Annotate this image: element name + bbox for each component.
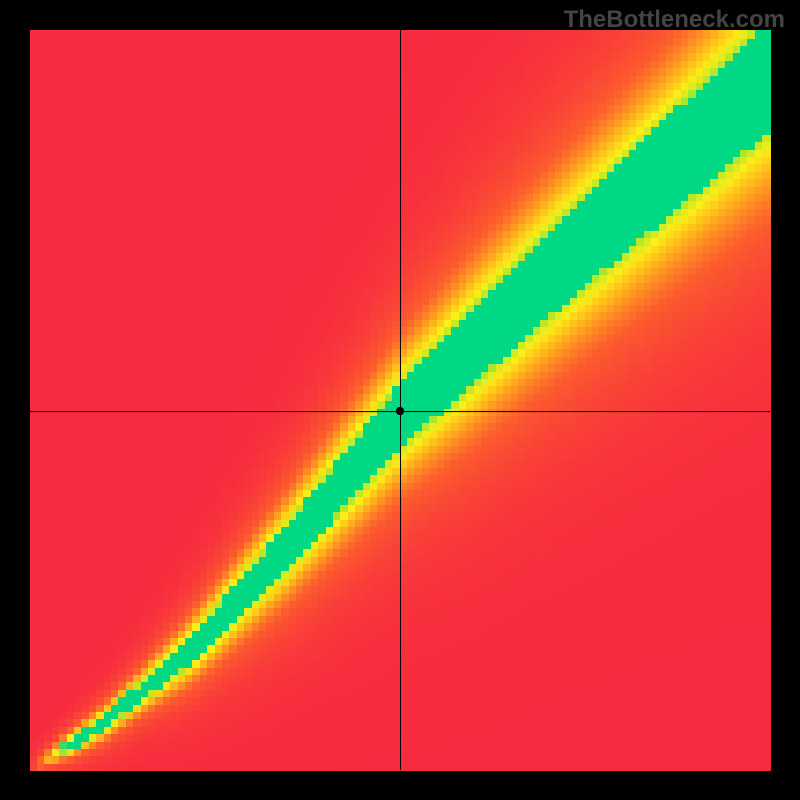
bottleneck-heatmap [0, 0, 800, 800]
chart-container: { "watermark": { "text": "TheBottleneck.… [0, 0, 800, 800]
watermark-text: TheBottleneck.com [564, 6, 785, 34]
